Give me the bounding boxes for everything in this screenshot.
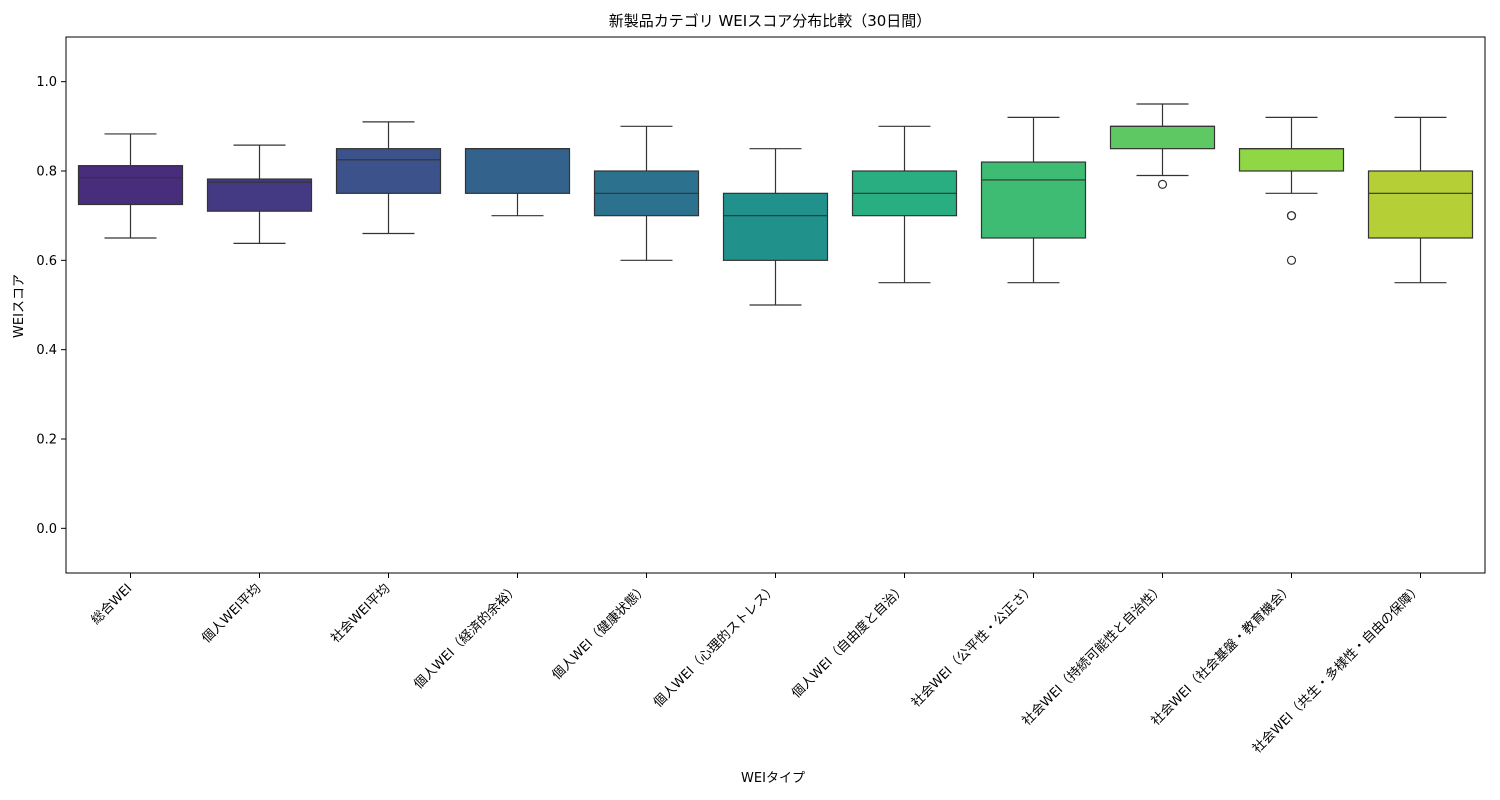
x-tick-label: 社会WEI平均 <box>328 581 394 647</box>
box-iqr <box>1109 125 1216 150</box>
box-iqr <box>464 148 571 194</box>
x-tick-label: 個人WEI（自由度と自治） <box>788 581 909 702</box>
y-axis-label: WEIスコア <box>12 274 27 338</box>
x-tick-label: 社会WEI（持続可能性と自治性） <box>1019 581 1167 729</box>
outlier-point <box>1286 211 1297 221</box>
y-tick-label: 0.2 <box>36 433 57 448</box>
outlier-point <box>1286 255 1297 265</box>
outlier-point <box>1157 179 1168 189</box>
y-tick-label: 1.0 <box>36 75 57 90</box>
box-iqr <box>77 165 184 206</box>
y-tick-label: 0.8 <box>36 165 57 180</box>
x-tick-label: 個人WEI（健康状態） <box>549 581 651 683</box>
box-iqr <box>980 161 1087 239</box>
chart-title: 新製品カテゴリ WEIスコア分布比較（30日間） <box>609 12 932 30</box>
box-iqr <box>206 178 313 212</box>
x-tick-label: 社会WEI（公平性・公正さ） <box>908 581 1038 711</box>
box-iqr <box>722 192 829 261</box>
y-tick-label: 0.0 <box>36 522 57 537</box>
x-tick-label: 個人WEI（経済的余裕） <box>411 581 523 693</box>
box-iqr <box>335 148 442 194</box>
x-tick-label: 個人WEI平均 <box>199 581 264 646</box>
x-tick-label: 総合WEI <box>89 581 136 628</box>
y-tick-label: 0.6 <box>36 254 57 269</box>
x-tick-label: 社会WEI（社会基盤・教育機会） <box>1148 581 1296 729</box>
x-axis-label: WEIタイプ <box>741 771 805 786</box>
y-tick-label: 0.4 <box>36 343 57 358</box>
box-iqr <box>1367 170 1474 239</box>
box-iqr <box>1238 148 1345 172</box>
x-tick-label: 個人WEI（心理的ストレス） <box>650 581 780 711</box>
